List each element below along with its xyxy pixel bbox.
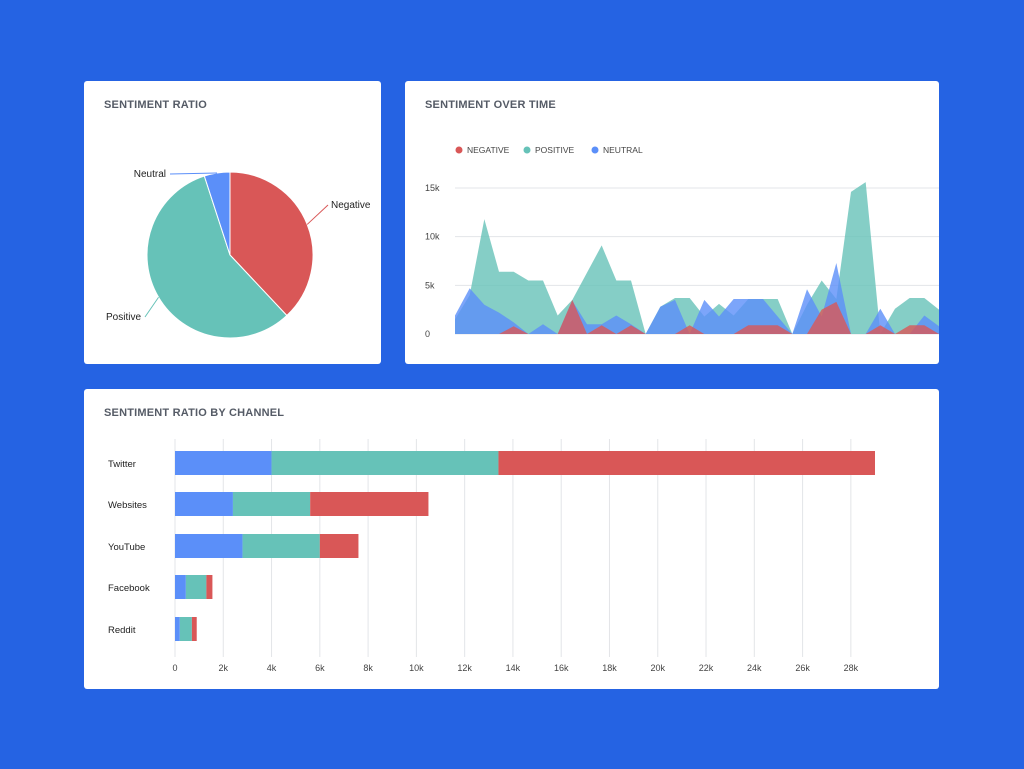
x-tick-label: 26k — [795, 663, 810, 673]
category-label: Twitter — [108, 459, 136, 470]
x-tick-label: 28k — [844, 663, 859, 673]
category-label: YouTube — [108, 542, 145, 553]
bar-youtube-neutral — [175, 534, 243, 558]
area-series-positive — [455, 182, 939, 334]
sentiment-by-channel-card: SENTIMENT RATIO BY CHANNEL 0 2k 4k 6k 8k 10k 1… — [84, 389, 939, 689]
pie-leader-positive — [144, 296, 159, 318]
bar-reddit-neutral — [175, 617, 180, 641]
sentiment-over-time-card: SENTIMENT OVER TIME NEGATIVE POSITIVE NEUT… — [405, 81, 939, 364]
sentiment-ratio-card: SENTIMENT RATIO Negative Positive Neutral — [84, 81, 381, 364]
pie-label-positive: Positive — [106, 312, 141, 323]
sentiment-ratio-title: SENTIMENT RATIO — [104, 99, 208, 111]
sentiment-by-channel-bar-chart: 0 2k 4k 6k 8k 10k 12k 14k 16k 18k 20k 22k 24k 26k 28k T… — [108, 439, 875, 673]
bar-facebook-neutral — [175, 575, 186, 599]
sentiment-ratio-pie-chart: Negative Positive Neutral — [106, 169, 371, 339]
x-tick-label: 6k — [315, 663, 325, 673]
y-tick-label: 0 — [425, 329, 430, 339]
bar-twitter-negative — [498, 451, 875, 475]
legend-marker-neutral — [591, 146, 599, 154]
bar-websites-negative — [310, 492, 429, 516]
bar-reddit-positive — [179, 617, 192, 641]
x-tick-label: 24k — [747, 663, 762, 673]
x-tick-label: 2k — [219, 663, 229, 673]
category-label: Websites — [108, 500, 147, 511]
sentiment-over-time-area-chart: NEGATIVE POSITIVE NEUTRAL 0 5k 10k 15k — [425, 145, 939, 339]
bar-websites-positive — [232, 492, 311, 516]
y-tick-label: 5k — [425, 280, 435, 290]
x-tick-label: 16k — [554, 663, 569, 673]
x-tick-label: 14k — [506, 663, 521, 673]
bar-websites-neutral — [175, 492, 233, 516]
bar-twitter-positive — [271, 451, 499, 475]
x-tick-label: 12k — [457, 663, 472, 673]
y-tick-label: 15k — [425, 183, 440, 193]
bar-youtube-positive — [242, 534, 320, 558]
sentiment-over-time-title: SENTIMENT OVER TIME — [425, 99, 556, 111]
x-tick-label: 22k — [699, 663, 714, 673]
x-tick-label: 8k — [363, 663, 373, 673]
legend-label-negative: NEGATIVE — [467, 145, 510, 155]
y-tick-label: 10k — [425, 232, 440, 242]
category-label: Reddit — [108, 625, 136, 636]
x-tick-label: 0 — [172, 663, 177, 673]
category-label: Facebook — [108, 583, 150, 594]
pie-leader-neutral — [169, 172, 218, 175]
bar-twitter-neutral — [175, 451, 272, 475]
legend-marker-positive — [523, 146, 531, 154]
bar-facebook-positive — [185, 575, 207, 599]
pie-slice-negative — [229, 171, 314, 317]
pie-label-neutral: Neutral — [134, 169, 166, 180]
x-tick-label: 18k — [602, 663, 617, 673]
bar-facebook-negative — [206, 575, 213, 599]
legend-marker-negative — [455, 146, 463, 154]
pie-leader-negative — [306, 204, 329, 225]
legend-label-positive: POSITIVE — [535, 145, 575, 155]
x-tick-label: 10k — [409, 663, 424, 673]
legend-label-neutral: NEUTRAL — [603, 145, 643, 155]
bar-youtube-negative — [319, 534, 359, 558]
x-tick-label: 20k — [651, 663, 666, 673]
sentiment-by-channel-title: SENTIMENT RATIO BY CHANNEL — [104, 407, 285, 419]
pie-label-negative: Negative — [331, 200, 371, 211]
pie-slice-neutral — [203, 171, 231, 256]
bar-reddit-negative — [191, 617, 197, 641]
x-tick-label: 4k — [267, 663, 277, 673]
area-series-negative — [455, 299, 939, 334]
